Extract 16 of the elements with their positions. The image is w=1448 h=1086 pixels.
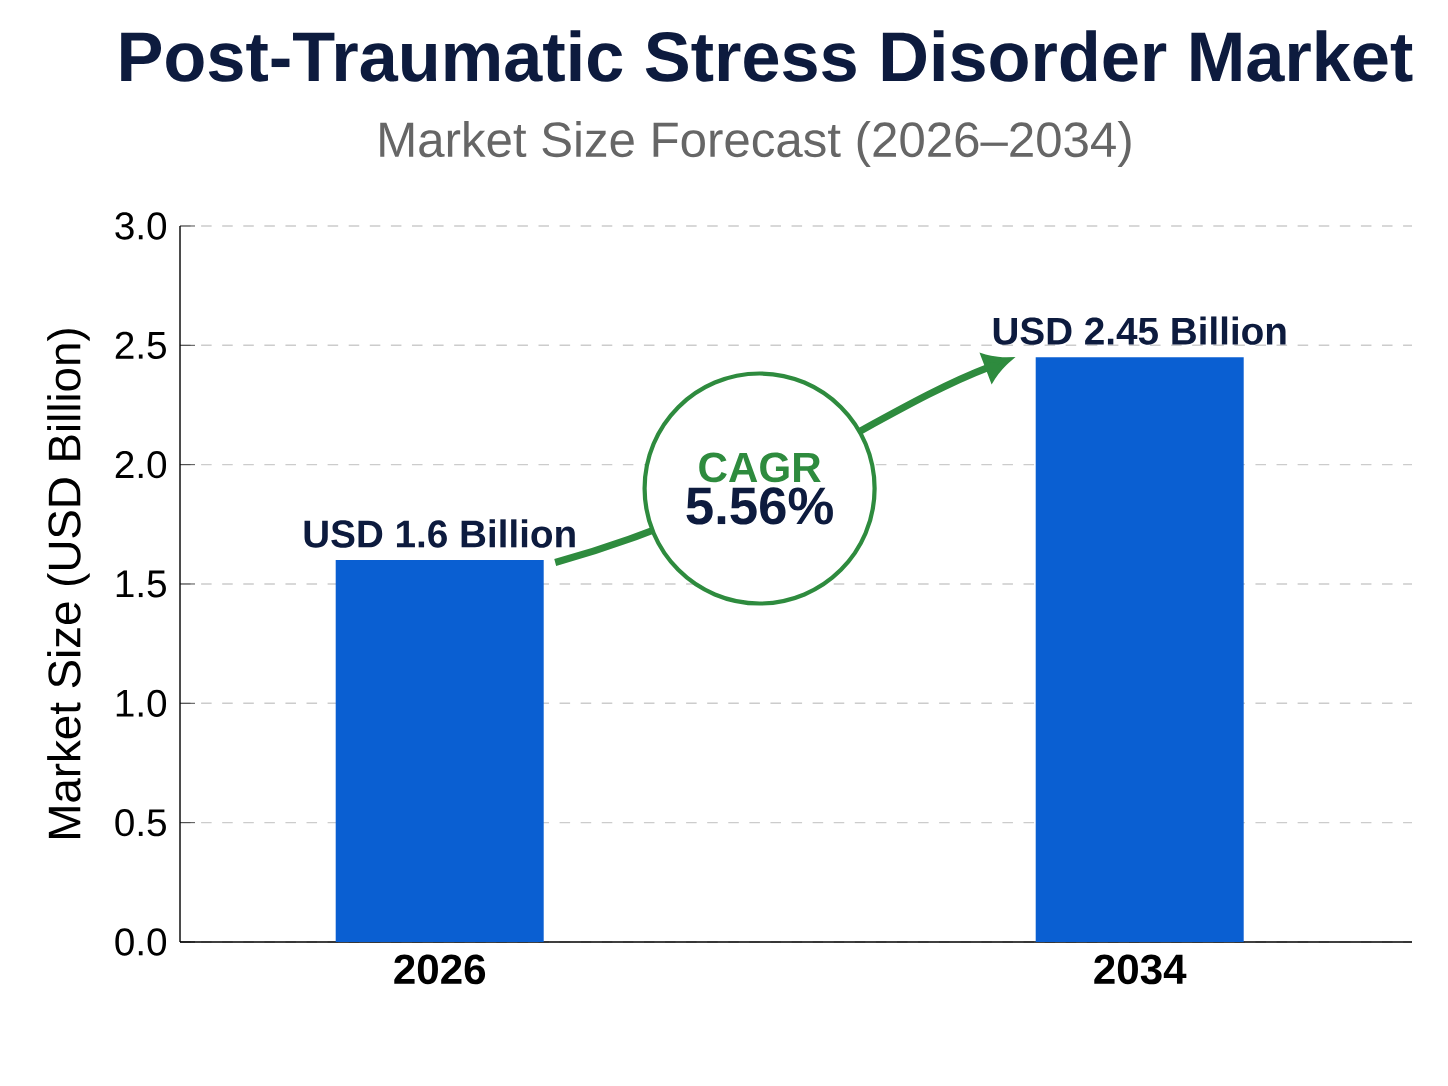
chart-subtitle: Market Size Forecast (2026–2034) — [380, 121, 1131, 167]
y-tick-label: 1.0 — [116, 689, 167, 718]
y-tick-label: 0.0 — [115, 928, 167, 956]
y-tick-label: 3.0 — [115, 212, 167, 240]
y-tick-label: 2.0 — [115, 451, 167, 479]
data-label: USD 1.6 Billion — [304, 519, 575, 548]
annotation: CAGR — [699, 452, 821, 483]
y-tick-label: 1.5 — [116, 570, 166, 598]
y-tick-label: 0.5 — [115, 809, 166, 837]
chart-title: Post-Traumatic Stress Disorder Market — [121, 30, 1413, 82]
x-tick-label: 2034 — [1094, 954, 1187, 985]
y-tick-label: 2.5 — [115, 331, 166, 360]
x-tick-label: 2026 — [394, 954, 486, 985]
annotation: 5.56% — [686, 487, 833, 525]
y-axis-title: Market Size (USD Billion) — [47, 329, 90, 838]
data-label: USD 2.45 Billion — [993, 316, 1286, 345]
